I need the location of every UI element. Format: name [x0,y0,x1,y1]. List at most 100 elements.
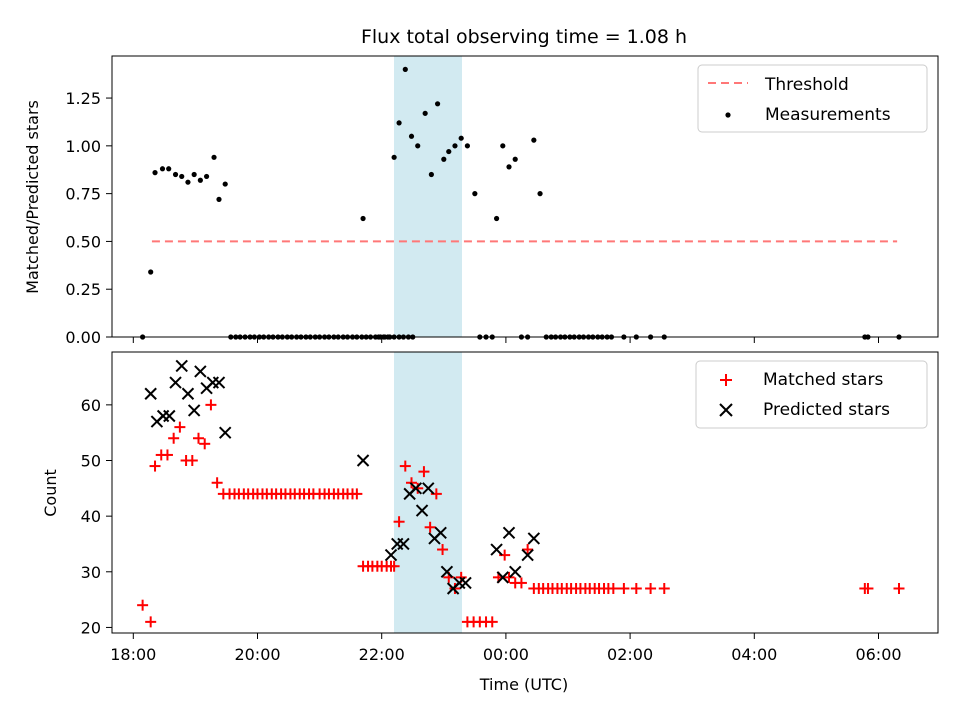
y-tick-label: 60 [81,396,101,415]
matched-star-point [393,516,405,528]
matched-star-point [486,616,498,628]
bottom-axes: 20 30 40 50 60 18:00 20:00 22:00 00:00 02:00 04:00… [81,396,902,664]
measurement-point [396,120,402,126]
matched-star-point [437,544,449,556]
matched-star-point [630,582,642,594]
legend-threshold-label: Threshold [764,75,849,95]
predicted-star-point [496,571,510,584]
matched-star-point [658,582,670,594]
predicted-star-point [502,526,516,540]
measurement-point [179,173,185,180]
measurement-point [441,156,447,162]
legend-predicted-label: Predicted stars [763,400,890,420]
measurement-point [216,196,222,202]
matched-star-point [211,477,223,489]
matched-star-point [193,432,205,444]
measurement-point [493,215,500,222]
measurement-point [512,156,518,162]
top-axes: 0.00 0.25 0.50 0.75 1.00 1.25 [65,89,879,347]
measurement-point [506,164,512,170]
measurement-point [185,179,191,185]
predicted-star-point [440,565,454,578]
matched-star-point [149,460,161,472]
matched-star-point [607,582,619,594]
predicted-star-point [181,387,195,400]
measurement-point [152,170,158,176]
predicted-star-point [521,548,534,562]
y-tick-label: 0.50 [65,232,101,251]
measurement-point [166,166,172,172]
matched-star-point [424,521,436,533]
predicted-star-point [384,548,398,562]
predicted-star-point [415,504,429,517]
measurement-point [172,171,179,178]
bottom-plot-marks [137,359,905,628]
matched-star-point [515,577,527,589]
x-tick-label: 18:00 [110,645,156,664]
predicted-star-point [144,387,157,400]
matched-star-point [522,544,534,556]
predicted-star-point [194,365,207,378]
matched-star-point [862,582,874,594]
x-tick-label: 20:00 [234,645,280,664]
legend-matched-symbol [720,374,732,386]
matched-star-point [351,488,363,500]
matched-star-point [399,460,411,472]
measurement-point [148,269,154,275]
measurement-point [402,66,408,72]
measurement-point [434,101,441,107]
predicted-star-point [490,543,503,556]
predicted-star-point [422,482,435,495]
x-tick-label: 00:00 [483,645,529,664]
legend-measurements-label: Measurements [765,105,891,125]
matched-star-point [418,466,430,478]
matched-star-point [186,455,198,467]
measurement-point [537,191,543,197]
y-tick-label: 0.00 [65,328,101,347]
bottom-legend-box [695,360,928,429]
top-legend-box [697,64,928,133]
predicted-star-point [187,404,201,417]
y-tick-label: 0.75 [65,185,101,204]
predicted-star-point [509,565,522,578]
matched-star-point [168,432,180,444]
matched-star-point [503,571,515,583]
bottom-legend: Matched stars Predicted stars [695,360,928,429]
chart-title: Flux total observing time = 1.08 h [361,26,687,48]
x-tick-label: 02:00 [607,645,653,664]
predicted-star-point [356,454,370,467]
matched-star-point [893,582,905,594]
measurement-point [159,166,166,172]
legend-matched-label: Matched stars [763,370,883,390]
measurement-point [464,143,470,149]
legend-measurements-symbol [725,112,731,118]
matched-star-point [161,449,173,461]
measurement-point [203,173,210,180]
matched-star-point [645,582,657,594]
predicted-star-point [219,426,232,439]
measurement-point [408,133,415,139]
measurement-point [446,148,452,155]
predicted-star-point [397,537,410,551]
predicted-star-point [169,376,182,389]
bottom-y-axis-label: Count [41,469,60,517]
legend-predicted-symbol [719,403,733,417]
measurement-point [360,215,366,222]
top-legend: Threshold Measurements [697,64,928,133]
measurement-point [197,177,203,183]
measurement-point [428,171,434,178]
top-y-axis-label: Matched/Predicted stars [23,100,42,294]
bottom-panel: 20 30 40 50 60 18:00 20:00 22:00 00:00 02:00 04:00… [41,351,939,694]
measurement-point [472,191,478,197]
predicted-star-point [163,409,176,423]
measurement-point [191,171,197,178]
y-tick-label: 40 [81,507,101,526]
y-tick-label: 50 [81,452,101,471]
measurement-point [391,154,397,160]
predicted-star-point [459,576,472,590]
matched-star-point [199,438,211,450]
matched-star-point [388,560,400,572]
matched-star-point [137,599,149,611]
bottom-plot-frame [111,351,939,634]
